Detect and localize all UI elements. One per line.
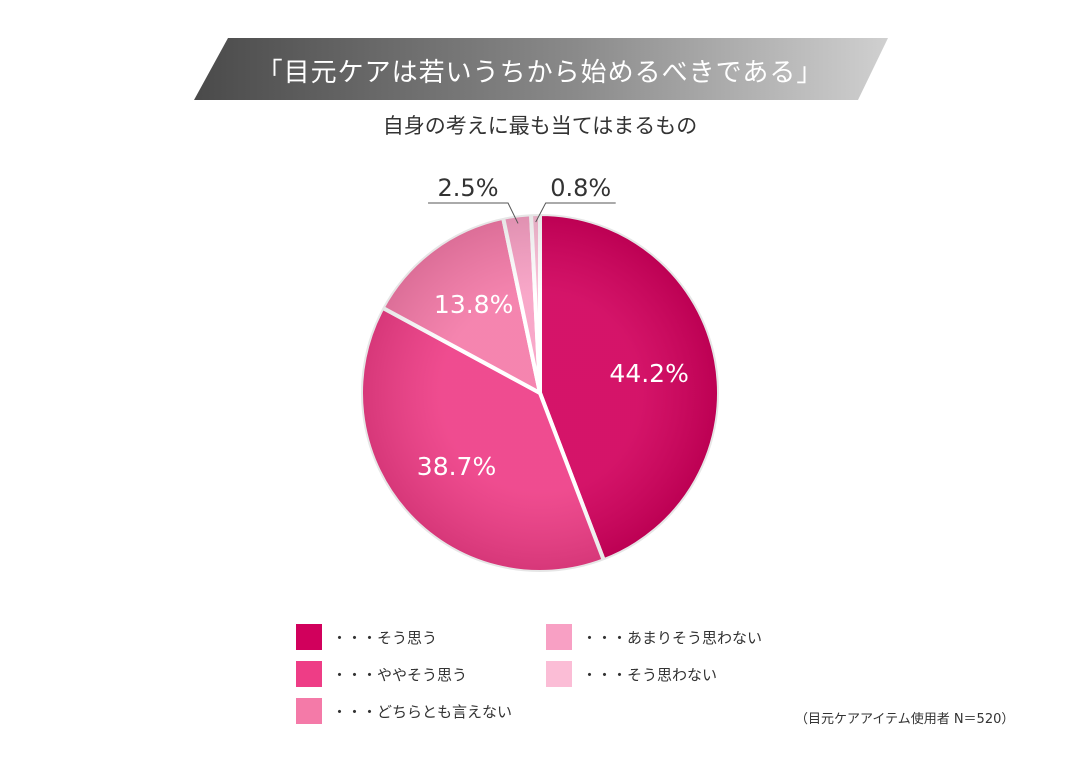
legend-label: ・・・ややそう思う [332, 665, 468, 684]
value-label-yaya-sou-omou: 38.7% [417, 452, 496, 481]
legend-label: ・・・そう思わない [582, 665, 718, 684]
legend-swatch [296, 661, 322, 687]
banner-title: 「目元ケアは若いうちから始めるべきである」 [256, 57, 824, 88]
leader-line [535, 202, 616, 223]
chart-subtitle: 自身の考えに最も当てはまるもの [382, 114, 698, 138]
legend-item-dochira-tomo: ・・・どちらとも言えない [296, 697, 512, 725]
legend-item-amari-sou-omowanai: ・・・あまりそう思わない [546, 623, 762, 651]
legend-swatch [546, 624, 572, 650]
title-banner: 「目元ケアは若いうちから始めるべきである」 [0, 0, 1080, 110]
legend-label: ・・・そう思う [332, 628, 438, 647]
legend-swatch [296, 624, 322, 650]
leader-line [428, 202, 519, 224]
legend-label: ・・・どちらとも言えない [332, 702, 513, 721]
legend-item-yaya-sou-omou: ・・・ややそう思う [296, 660, 467, 688]
legend-swatch [546, 661, 572, 687]
sample-note: （目元ケアアイテム使用者 N＝520） [795, 712, 1015, 727]
banner-shape [194, 38, 888, 100]
legend-item-sou-omowanai: ・・・そう思わない [546, 660, 717, 688]
legend-swatch [296, 698, 322, 724]
legend-item-sou-omou: ・・・そう思う [296, 623, 437, 651]
value-label-amari-sou-omowanai: 2.5% [438, 174, 499, 202]
legend-label: ・・・あまりそう思わない [582, 628, 763, 647]
value-label-dochira-tomo: 13.8% [434, 290, 513, 319]
value-label-sou-omowanai: 0.8% [550, 174, 611, 202]
value-label-sou-omou: 44.2% [609, 359, 688, 388]
